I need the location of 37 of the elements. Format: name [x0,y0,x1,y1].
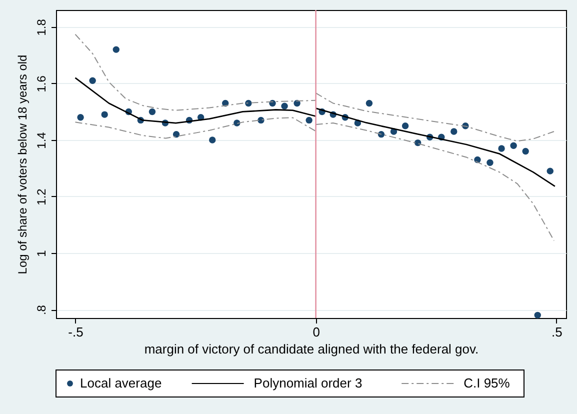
legend-label: C.I 95% [464,376,510,390]
x-tick-label: .5 [551,324,562,340]
line-series [315,108,556,188]
point [306,116,312,124]
x-axis-title: margin of victory of candidate aligned with the federal gov. [144,342,479,356]
point [498,145,505,152]
point [486,159,494,166]
line-series [74,34,316,111]
y-tick-label: 1.6 [34,75,48,92]
point [101,111,108,118]
x-tick-label: -.5 [68,324,84,340]
point [510,142,517,149]
y-tick-label: 1.8 [34,18,48,36]
legend-label: Local average [80,376,162,390]
y-tick-label: 1 [34,250,48,257]
y-tick-label: 1.4 [34,132,48,149]
point [172,130,180,138]
point [148,108,156,116]
legend-label: Polynomial order 3 [254,376,362,390]
point [546,168,554,174]
point [89,77,96,84]
y-axis-title: Log of share of voters below 18 years old [16,54,30,274]
y-tick-label: .8 [34,304,48,316]
point [450,128,458,135]
point [534,312,541,319]
point [77,114,84,121]
point [112,46,120,53]
point [366,100,373,107]
x-tick-label: 0 [312,324,320,340]
point [209,136,216,144]
y-tick-label: 1.2 [34,188,48,206]
point [281,102,288,110]
line-series [315,122,554,242]
point [522,148,529,155]
line-series [74,77,317,124]
line-series [74,117,316,139]
point [402,122,409,130]
